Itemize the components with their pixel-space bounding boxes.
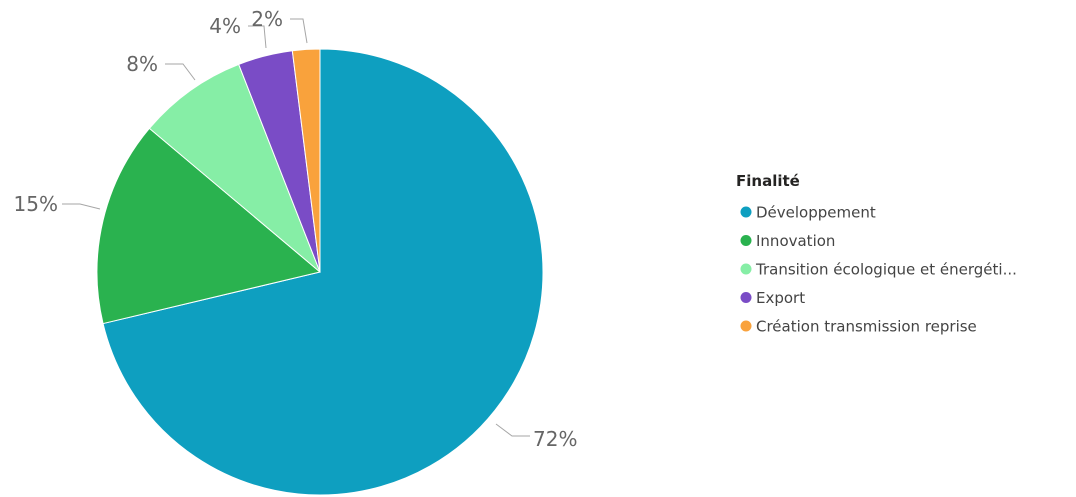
leader-line (495, 423, 530, 437)
pie-slice-cr-ation-transmission-reprise[interactable] (291, 48, 321, 273)
legend-marker (740, 206, 752, 218)
legend-title: Finalité (736, 172, 800, 190)
pie-slice-d-veloppement[interactable] (102, 48, 544, 496)
slice-data-label: 72% (533, 427, 577, 451)
leader-line (165, 63, 196, 81)
leader-lines (62, 18, 530, 437)
legend-marker (740, 320, 752, 332)
pie-slice-transition-cologique-et-nerg-ti[interactable] (148, 63, 321, 273)
slice-data-label: 4% (209, 14, 241, 38)
legend-item-label[interactable]: Transition écologique et énergéti... (755, 261, 1017, 279)
legend-marker (740, 235, 752, 246)
leader-line (290, 18, 308, 44)
legend: Finalité Développement Innovation Transiti… (736, 172, 1017, 336)
legend-item-label[interactable]: Développement (756, 204, 876, 222)
legend-marker (740, 292, 752, 303)
slice-data-label: 8% (126, 52, 158, 76)
pie-slice-innovation[interactable] (96, 127, 322, 325)
legend-marker (740, 263, 752, 275)
legend-item-label[interactable]: Innovation (756, 232, 835, 250)
slice-data-label: 15% (14, 192, 58, 216)
legend-item-label[interactable]: Création transmission reprise (756, 318, 977, 336)
leader-line (62, 203, 101, 210)
pie-slices (96, 48, 544, 496)
legend-item-label[interactable]: Export (756, 289, 805, 307)
slice-labels: 72% 15% 8% 4% 2% (14, 7, 578, 451)
leader-line (248, 25, 267, 49)
slice-data-label: 2% (251, 7, 283, 31)
